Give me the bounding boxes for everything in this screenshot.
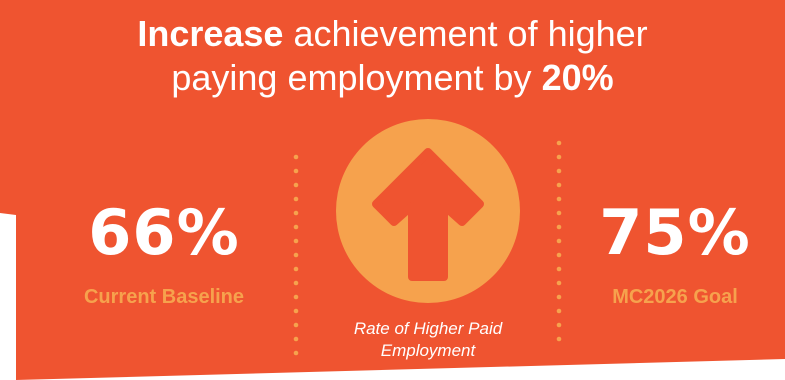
baseline-value: 66%	[88, 196, 240, 269]
left-dotted-divider	[293, 154, 299, 356]
indicator-caption-line-1: Rate of Higher Paid	[353, 319, 503, 338]
baseline-label: Current Baseline	[83, 286, 245, 308]
right-dotted-divider	[556, 140, 562, 342]
headline-line-1: Increase achievement of higher	[0, 12, 785, 56]
dotted-dividers	[293, 140, 562, 356]
arrow-up-icon	[336, 119, 520, 303]
goal-value: 75%	[599, 196, 751, 269]
indicator-caption: Rate of Higher Paid Employment	[310, 318, 546, 362]
goal-label: MC2026 Goal	[612, 286, 738, 308]
headline-text: paying employment by	[171, 57, 542, 98]
headline-percent: 20%	[541, 57, 614, 98]
indicator-caption-line-2: Employment	[380, 341, 476, 360]
headline-emphasis: Increase	[137, 13, 284, 54]
headline-line-2: paying employment by 20%	[0, 56, 785, 100]
headline-text: achievement of higher	[283, 13, 648, 54]
